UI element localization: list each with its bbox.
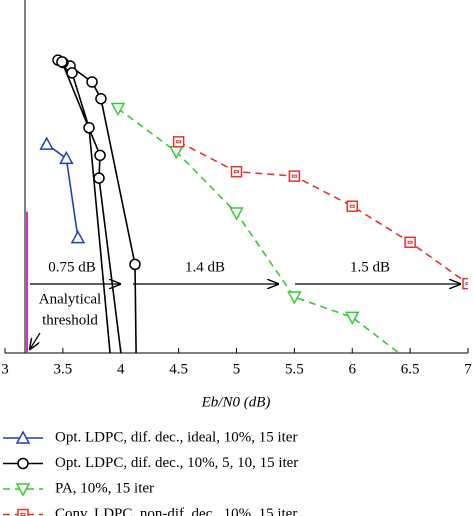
legend-label: Conv. LDPC, non-dif. dec., 10%, 15 iter [55,506,297,516]
x-tick-label: 4 [117,361,125,377]
data-point [288,170,301,182]
x-tick-label: 6 [349,361,357,377]
data-point [110,102,126,117]
annotation: Analytical [39,291,101,307]
data-point [404,236,416,249]
data-point [419,368,431,379]
series-line [178,141,468,285]
marker-inner [465,282,468,286]
legend-marker [17,508,29,516]
data-point [346,200,358,212]
legend-marker [17,457,29,470]
series-line [46,143,79,238]
data-point [39,136,54,150]
plot-area [25,54,468,454]
data-point [128,444,138,454]
data-point [132,416,142,426]
marker-inner [407,240,413,244]
x-tick-label: 3 [1,361,9,377]
x-tick-label: 3.5 [54,361,73,377]
data-point [172,136,185,148]
legend-marker [15,483,31,497]
x-tick-label: 6.5 [401,361,420,377]
x-tick-label: 4.5 [169,361,188,377]
data-point [93,172,105,184]
data-point [230,165,243,178]
data-point [344,311,360,325]
annotation-arrows [30,284,460,349]
legend-marker [15,430,31,444]
data-point [86,76,98,88]
data-point [229,207,244,221]
marker-inner [176,140,182,144]
annotation: 1.5 dB [350,259,390,275]
legend-label: Opt. LDPC, dif. dec., 10%, 5, 10, 15 ite… [55,455,298,471]
data-point [462,277,468,290]
annotation: 0.75 dB [48,259,96,275]
data-point [129,258,141,271]
data-point [94,149,106,162]
data-point [95,92,107,105]
annotation: 1.4 dB [185,259,225,275]
data-point [66,67,78,79]
x-tick-label: 5.5 [285,361,304,377]
legend-label: Opt. LDPC, dif. dec., ideal, 10%, 15 ite… [55,429,297,445]
x-axis-label: Eb/N0 (dB) [201,394,271,410]
legend-label: PA, 10%, 15 iter [55,480,154,496]
marker-inner [349,204,355,208]
data-point [287,291,302,305]
data-point [56,56,68,68]
data-point [59,150,74,165]
x-tick-label: 7 [464,361,472,377]
data-point [83,122,95,134]
x-tick-label: 5 [233,361,241,377]
data-point [70,230,86,244]
annotation: threshold [42,312,98,328]
series-line [117,107,401,353]
marker-inner [291,174,297,178]
marker-inner [234,170,239,174]
